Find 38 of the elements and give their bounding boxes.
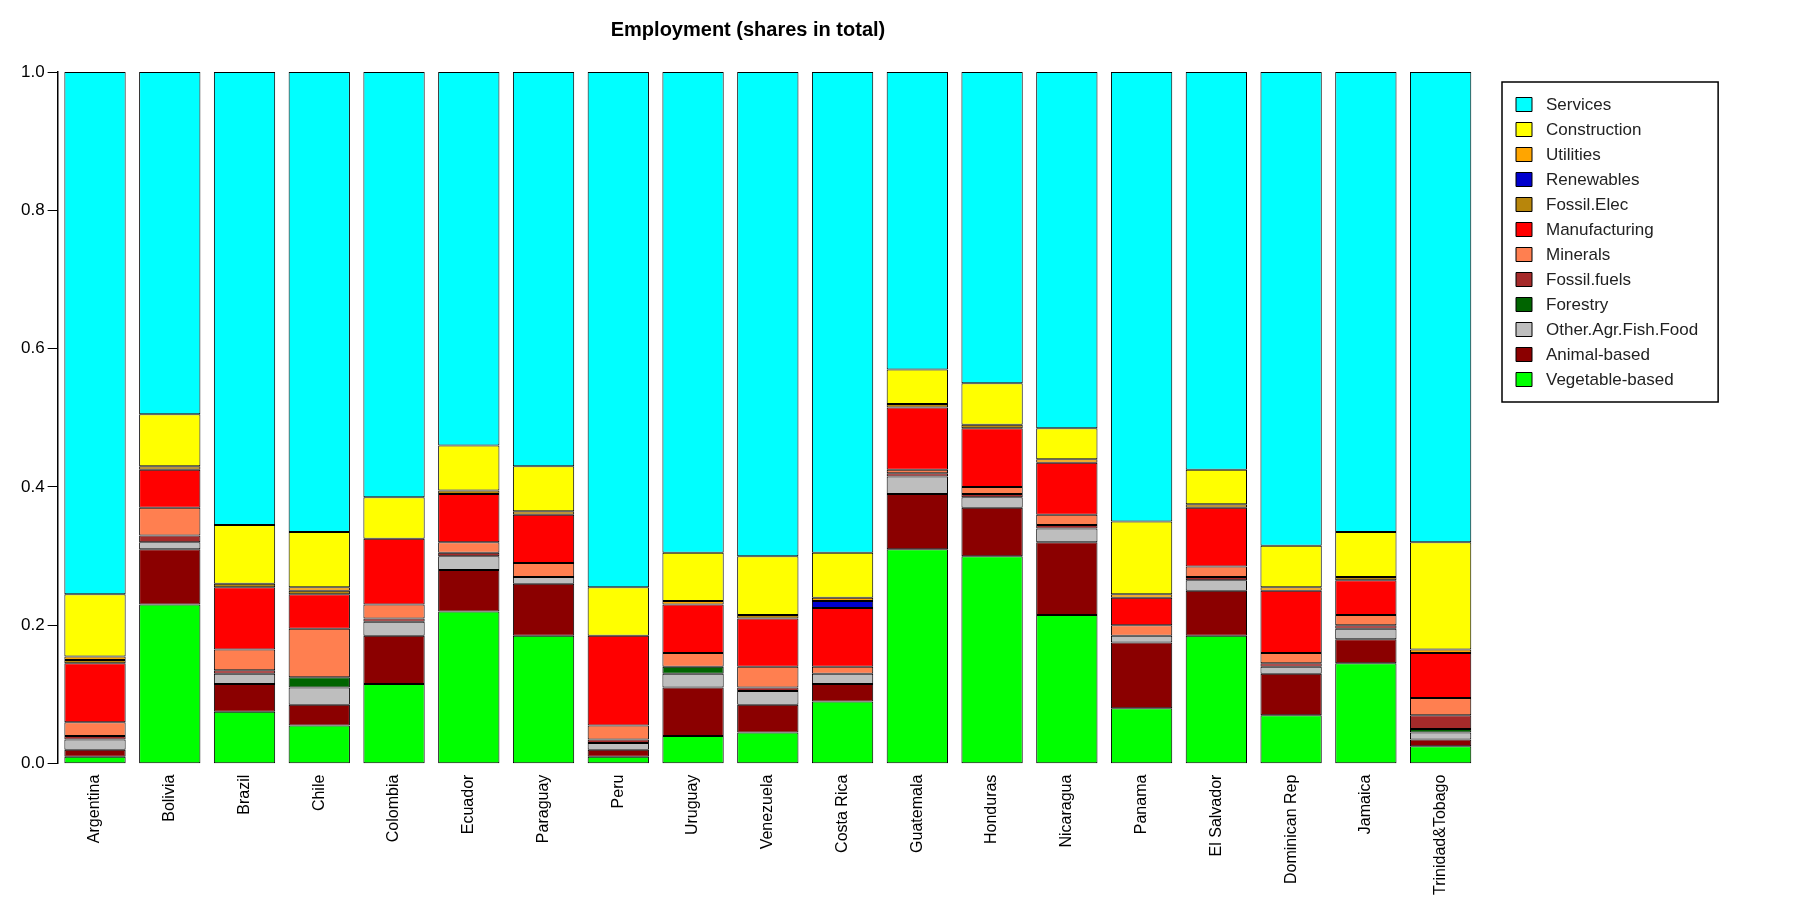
legend-label: Construction: [1546, 120, 1642, 140]
y-tick-label: 0.8: [20, 200, 45, 220]
x-tick-label: Panama: [1132, 774, 1149, 835]
x-tick-label: Bolivia: [160, 774, 178, 822]
x-tick-label: Colombia: [384, 774, 402, 843]
x-tick-label: Chile: [309, 774, 327, 812]
x-tick-label: Peru: [608, 774, 626, 809]
x-tick-label: Trinidad&Tobago: [1431, 774, 1449, 895]
x-tick-label: Ecuador: [459, 773, 477, 835]
x-tick-label: El Salvador: [1206, 773, 1224, 857]
x-tick-label: Costa Rica: [832, 774, 850, 853]
x-tick-label: Honduras: [982, 774, 1000, 844]
chart-title: Employment (shares in total): [610, 17, 886, 40]
y-tick-label: 1.0: [20, 61, 45, 81]
y-tick-label: 0.6: [20, 338, 45, 358]
x-tick-label: Paraguay: [533, 774, 551, 844]
legend-label: Minerals: [1546, 245, 1611, 265]
legend-label: Manufacturing: [1546, 220, 1654, 240]
x-tick-label: Uruguay: [683, 774, 701, 836]
legend-label: Vegetable-based: [1546, 370, 1674, 390]
legend-label: Services: [1546, 95, 1612, 115]
legend-label: Animal-based: [1546, 345, 1650, 365]
x-tick-label: Jamaica: [1356, 774, 1374, 835]
x-tick-label: Argentina: [85, 774, 103, 844]
legend-label: Fossil.Elec: [1546, 195, 1629, 215]
x-tick-label: Dominican Rep: [1281, 774, 1299, 885]
y-tick-label: 0.4: [20, 476, 45, 496]
y-tick-label: 0.0: [20, 753, 45, 773]
legend-label: Fossil.fuels: [1546, 270, 1632, 290]
legend-label: Forestry: [1546, 295, 1609, 315]
legend-label: Renewables: [1546, 170, 1640, 190]
x-tick-label: Guatemala: [907, 774, 925, 853]
y-tick-label: 0.2: [20, 614, 45, 634]
x-tick-label: Brazil: [234, 774, 252, 815]
legend-label: Utilities: [1546, 145, 1601, 165]
legend-label: Other.Agr.Fish.Food: [1546, 320, 1699, 340]
x-tick-label: Nicaragua: [1057, 774, 1075, 848]
x-tick-label: Venezuela: [758, 774, 776, 850]
